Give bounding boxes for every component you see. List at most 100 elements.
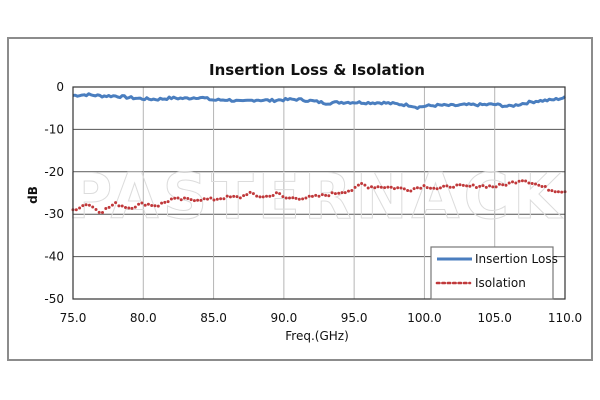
isolation-point: [238, 196, 242, 200]
isolation-point: [468, 184, 472, 188]
isolation-point: [196, 198, 200, 202]
isolation-point: [409, 189, 413, 193]
isolation-point: [288, 196, 291, 200]
isolation-point: [356, 183, 360, 187]
isolation-point: [383, 186, 387, 190]
x-tick-labels: 75.0 80.0 85.0 90.0 95.0 100.0 105.0 110.0: [60, 311, 583, 325]
isolation-point: [474, 186, 478, 189]
isolation-point: [530, 182, 534, 185]
y-tick-labels: 0 -10 -20 -30 -40 -50: [44, 80, 64, 306]
isolation-point: [458, 183, 462, 187]
isolation-point: [497, 182, 501, 186]
isolation-point: [327, 194, 331, 198]
isolation-point: [130, 206, 134, 210]
isolation-point: [192, 199, 196, 203]
isolation-point: [301, 197, 305, 201]
isolation-point: [461, 183, 465, 187]
isolation-point: [379, 185, 383, 189]
isolation-point: [281, 195, 285, 199]
x-tick-label: 85.0: [200, 311, 227, 325]
isolation-point: [350, 189, 354, 192]
legend: Insertion Loss Isolation: [430, 246, 558, 300]
series-insertion-loss: [72, 92, 566, 110]
isolation-point: [114, 201, 118, 205]
isolation-point: [399, 186, 403, 190]
isolation-point: [235, 195, 239, 199]
isolation-point: [524, 179, 528, 183]
isolation-point: [225, 194, 229, 198]
isolation-point: [550, 189, 554, 193]
isolation-point: [386, 185, 390, 189]
isolation-point: [261, 195, 265, 199]
isolation-point: [150, 204, 154, 207]
isolation-point: [284, 196, 288, 200]
isolation-point: [422, 184, 426, 188]
isolation-point: [183, 196, 186, 200]
isolation-point: [297, 197, 301, 201]
isolation-point: [156, 204, 160, 208]
isolation-point: [160, 201, 164, 205]
series-isolation: [71, 179, 567, 214]
isolation-point: [543, 185, 547, 188]
isolation-point: [245, 193, 249, 197]
isolation-point: [317, 194, 321, 198]
isolation-point: [556, 190, 560, 194]
isolation-point: [101, 211, 104, 214]
isolation-point: [117, 204, 121, 208]
isolation-point: [209, 196, 213, 200]
y-tick-label: -10: [44, 122, 64, 136]
isolation-point: [153, 204, 157, 208]
isolation-point: [278, 192, 282, 196]
chart-title: Insertion Loss & Isolation: [209, 61, 425, 79]
x-tick-label: 80.0: [130, 311, 157, 325]
isolation-point: [166, 200, 170, 204]
isolation-point: [140, 201, 144, 205]
isolation-point: [471, 183, 475, 187]
series-group: [71, 92, 567, 214]
isolation-point: [507, 181, 511, 185]
isolation-point: [330, 191, 334, 195]
isolation-point: [81, 204, 85, 208]
isolation-point: [448, 185, 452, 189]
isolation-point: [173, 196, 177, 200]
isolation-point: [97, 210, 101, 214]
isolation-point: [488, 184, 492, 188]
isolation-point: [124, 206, 127, 209]
isolation-point: [353, 185, 357, 189]
isolation-point: [274, 191, 278, 195]
isolation-point: [402, 187, 406, 191]
x-tick-label: 100.0: [407, 311, 441, 325]
y-tick-label: -20: [44, 165, 64, 179]
isolation-point: [501, 183, 505, 187]
x-axis-label: Freq.(GHz): [285, 329, 349, 343]
isolation-point: [452, 185, 455, 189]
isolation-point: [504, 183, 508, 187]
isolation-point: [520, 179, 524, 183]
isolation-point: [232, 194, 236, 198]
isolation-point: [199, 198, 203, 202]
plot-area-border: [72, 86, 566, 300]
y-tick-label: -40: [44, 250, 64, 264]
isolation-point: [107, 205, 111, 209]
isolation-point: [265, 194, 268, 198]
isolation-point: [389, 185, 393, 189]
y-tick-label: 0: [56, 80, 64, 94]
isolation-point: [212, 198, 216, 202]
isolation-point: [120, 204, 124, 208]
isolation-point: [222, 197, 226, 201]
isolation-point: [304, 196, 308, 200]
isolation-point: [206, 197, 209, 201]
isolation-point: [258, 195, 262, 199]
isolation-point: [74, 208, 78, 212]
isolation-point: [137, 202, 141, 206]
y-tick-label: -50: [44, 292, 64, 306]
isolation-point: [517, 179, 521, 183]
isolation-point: [143, 203, 147, 207]
watermark: PASTERNACK: [67, 160, 565, 233]
isolation-point: [438, 186, 442, 190]
isolation-point: [481, 184, 485, 188]
isolation-point: [514, 181, 518, 185]
isolation-point: [491, 185, 495, 189]
isolation-point: [547, 188, 551, 192]
